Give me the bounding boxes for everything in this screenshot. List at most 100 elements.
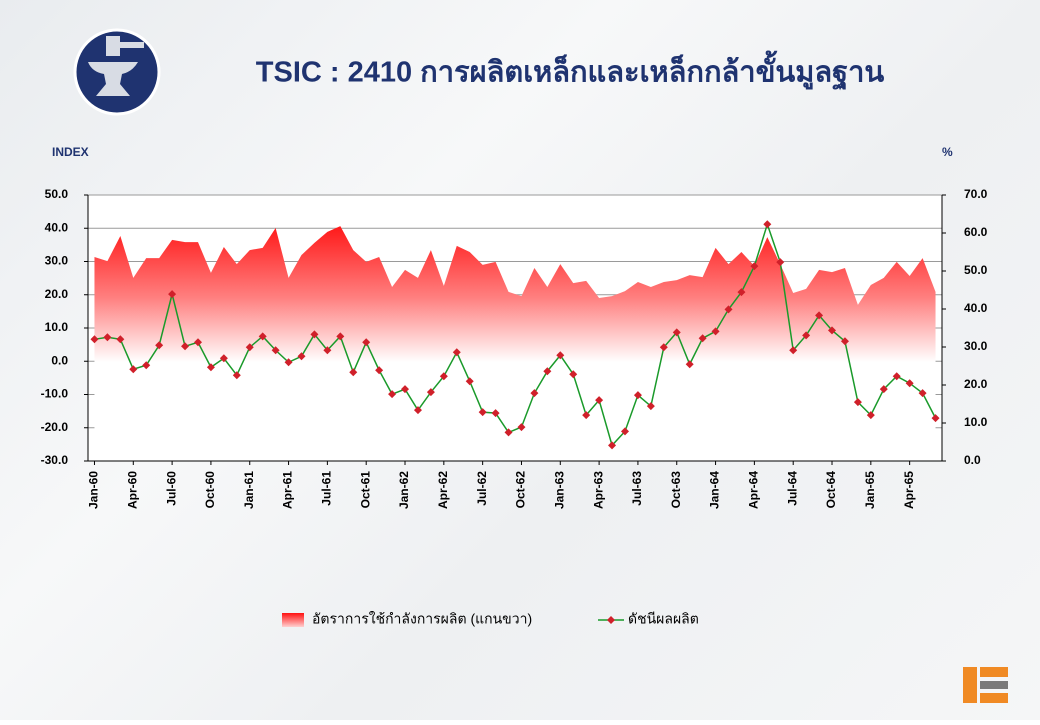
point-marker [491,409,500,418]
point-marker [802,331,811,340]
x-tick-label: Apr-62 [436,471,450,509]
point-marker [168,290,177,299]
point-marker [142,361,151,370]
x-tick-label: Apr-65 [902,471,916,509]
point-marker [310,330,319,339]
y2-tick-label: 50.0 [964,263,988,277]
y2-tick-label: 0.0 [964,453,981,467]
x-tick-label: Jul-64 [785,471,799,506]
point-marker [245,343,254,352]
header-logo [73,28,161,116]
point-marker [659,343,668,352]
point-marker [323,346,332,355]
point-marker [90,335,99,344]
legend: อัตราการใช้กำลังการผลิต (แกนขวา) ดัชนีผลผ… [282,611,699,627]
line-layer [90,220,940,450]
point-marker [828,326,837,335]
x-tick-label: Jan-61 [242,471,256,509]
point-marker [556,351,565,360]
x-tick-label: Oct-63 [669,471,683,509]
point-marker [103,333,112,342]
line [94,221,937,447]
y-tick-label: -30.0 [41,453,69,467]
x-tick-label: Oct-64 [824,471,838,509]
point-marker [698,334,707,343]
point-marker [815,311,824,320]
point-marker [439,372,448,381]
point-marker [193,338,202,347]
point-marker [931,414,940,423]
point-marker [271,346,280,355]
point-marker [582,411,591,420]
x-tick-label: Jul-61 [320,471,334,506]
x-tick-label: Apr-61 [281,471,295,509]
point-marker [840,337,849,346]
x-tick-label: Jan-65 [863,471,877,509]
x-tick-label: Jul-63 [630,471,644,506]
point-marker [543,367,552,376]
y-tick-label: 10.0 [45,320,69,334]
legend-marker [607,616,615,624]
point-marker [530,389,539,398]
point-marker [375,366,384,375]
point-marker [284,358,293,367]
point-marker [892,372,901,381]
legend-swatch [282,613,304,627]
point-marker [116,335,125,344]
point-marker [349,368,358,377]
x-tick-label: Jul-62 [475,471,489,506]
point-marker [724,305,733,314]
point-marker [297,352,306,361]
y2-tick-label: 60.0 [964,225,988,239]
point-marker [711,327,720,336]
point-marker [388,390,397,399]
x-tick-label: Oct-61 [358,471,372,509]
x-tick-label: Oct-60 [203,471,217,509]
y-tick-label: 20.0 [45,287,69,301]
x-tick-label: Jan-63 [552,471,566,509]
point-marker [672,328,681,337]
y-tick-label: 50.0 [45,187,69,201]
x-tick-label: Apr-63 [591,471,605,509]
x-tick-label: Oct-62 [514,471,528,509]
point-marker [206,363,215,372]
y-tick-label: 30.0 [45,254,69,268]
point-marker [750,262,759,271]
y2-tick-label: 20.0 [964,377,988,391]
point-marker [879,385,888,394]
x-tick-label: Jul-60 [164,471,178,506]
point-marker [362,338,371,347]
point-marker [569,370,578,379]
x-tick-label: Jan-62 [397,471,411,509]
x-tick-label: Jan-64 [708,471,722,509]
point-marker [219,354,228,363]
point-marker [232,371,241,380]
chart-title: TSIC : 2410 การผลิตเหล็กและเหล็กกล้าขั้น… [256,50,885,91]
point-marker [413,406,422,415]
x-tick-label: Apr-60 [125,471,139,509]
y-axis-title: INDEX [52,145,89,159]
point-marker [737,288,746,297]
point-marker [853,398,862,407]
point-marker [646,402,655,411]
y2-tick-label: 70.0 [964,187,988,201]
footer-logo [963,667,1008,703]
point-marker [776,258,785,267]
y2-tick-label: 30.0 [964,339,988,353]
point-marker [478,408,487,417]
point-marker [918,389,927,398]
legend-label: อัตราการใช้กำลังการผลิต (แกนขวา) [312,611,532,627]
point-marker [258,332,267,341]
x-tick-label: Jan-60 [87,471,101,509]
point-marker [129,365,138,374]
point-marker [181,342,190,351]
point-marker [608,441,617,450]
point-marker [336,332,345,341]
point-marker [504,428,513,437]
x-tick-label: Apr-64 [747,471,761,509]
point-marker [789,346,798,355]
y2-tick-label: 10.0 [964,415,988,429]
area [94,226,936,461]
